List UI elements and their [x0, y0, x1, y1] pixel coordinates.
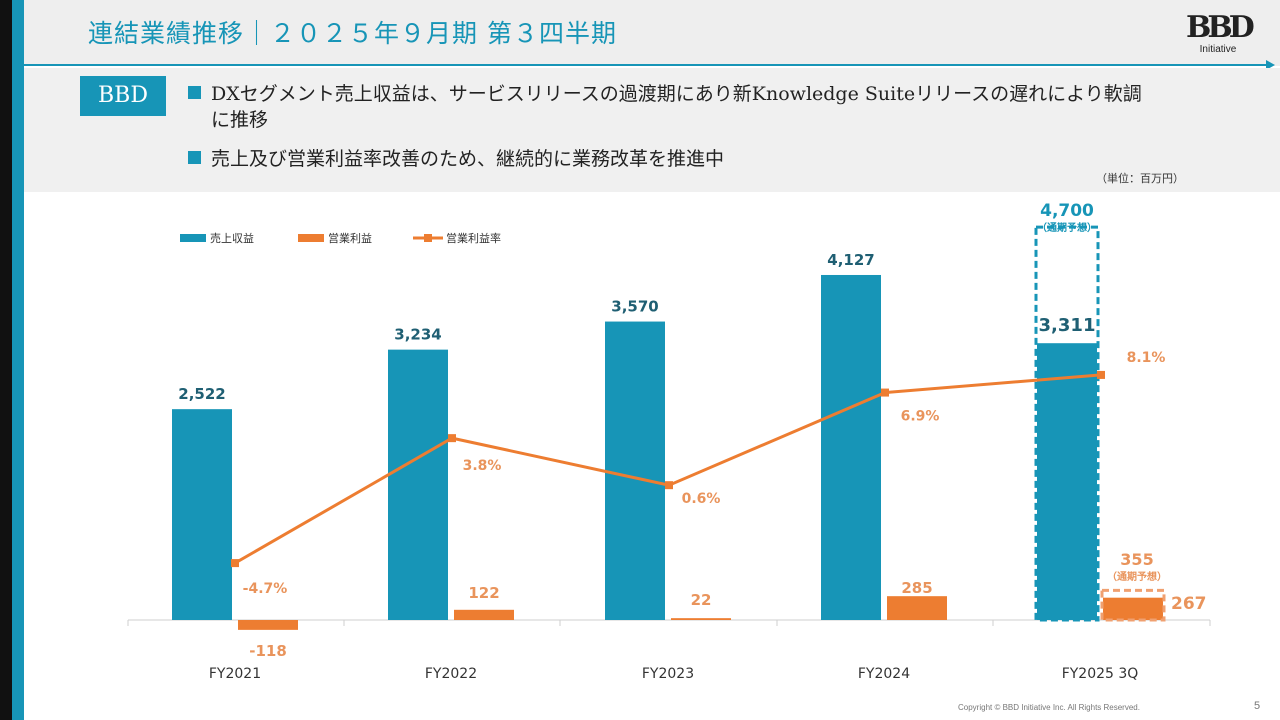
operating-profit-data-label: 267 [1171, 594, 1207, 614]
operating-profit-data-label: 285 [901, 579, 932, 597]
summary-panel [24, 68, 1280, 192]
operating-profit-forecast-note: （通期予想） [1107, 570, 1167, 583]
legend-operating-profit-swatch [298, 234, 324, 242]
revenue-bar [1037, 343, 1097, 620]
operating-profit-data-label: 122 [468, 584, 499, 602]
company-logo: BBD Initiative [1186, 10, 1255, 62]
page-number: 5 [1254, 700, 1261, 712]
revenue-data-label: 4,127 [827, 251, 874, 269]
legend-operating-margin-marker [424, 234, 432, 242]
left-accent-stripe [12, 0, 24, 720]
square-bullet-icon [188, 151, 201, 164]
operating-margin-line [234, 373, 1102, 565]
logo-text: BBD [1186, 10, 1255, 45]
x-tick-label: FY2025 3Q [1062, 666, 1139, 682]
revenue-forecast-box [1034, 225, 1100, 622]
operating-margin-point [665, 481, 673, 490]
square-bullet-icon [188, 86, 201, 99]
page-title: 連結業績推移｜２０２５年９月期 第３四半期 [88, 19, 617, 48]
operating-profit-bar [671, 618, 731, 620]
x-tick-label: FY2021 [209, 666, 261, 682]
operating-margin-point [1097, 370, 1105, 379]
divider-arrow-icon [1266, 60, 1275, 70]
revenue-bar [172, 409, 232, 620]
operating-margin-data-label: 3.8% [463, 458, 502, 474]
header-band [24, 0, 1280, 66]
operating-profit-bar [454, 609, 514, 620]
bullet-1-continuation: に推移 [211, 109, 269, 131]
logo-subtitle: Initiative [1199, 44, 1237, 55]
operating-profit-bar [887, 596, 947, 620]
revenue-forecast-label: 4,700 [1040, 201, 1094, 221]
operating-margin-data-label: 8.1% [1127, 350, 1166, 366]
legend-revenue-label: 売上収益 [210, 231, 254, 245]
x-tick-label: FY2024 [858, 666, 910, 682]
legend-operating-margin-label: 営業利益率 [446, 231, 501, 245]
copyright: Copyright © BBD Initiative Inc. All Righ… [958, 703, 1140, 712]
unit-label: （単位：百万円） [1096, 172, 1184, 185]
operating-profit-forecast-box [1100, 588, 1166, 622]
revenue-forecast-note: （通期予想） [1037, 221, 1097, 234]
revenue-data-label: 3,311 [1039, 315, 1096, 336]
operating-margin-data-label: 0.6% [682, 491, 721, 507]
summary-bullet-1: DXセグメント売上収益は、サービスリリースの過渡期にあり新Knowledge S… [188, 81, 1258, 133]
bullet-1-text: DXセグメント売上収益は、サービスリリースの過渡期にあり新Knowledge S… [211, 83, 1142, 105]
summary-bullet-2: 売上及び営業利益率改善のため、継続的に業務改革を推進中 [188, 146, 724, 172]
operating-profit-data-label: 22 [691, 591, 712, 609]
revenue-data-label: 2,522 [178, 385, 225, 403]
segment-badge: BBD [80, 76, 166, 116]
x-tick-label: FY2023 [642, 666, 694, 682]
operating-profit-bar [1103, 597, 1163, 620]
operating-margin-point [231, 559, 239, 568]
left-edge-bar [0, 0, 12, 720]
revenue-data-label: 3,570 [611, 298, 658, 316]
operating-profit-data-label: -118 [249, 642, 287, 660]
legend-revenue-swatch [180, 234, 206, 242]
header-divider [24, 64, 1270, 66]
revenue-bar [821, 274, 881, 620]
operating-profit-bar [238, 620, 298, 630]
x-tick-label: FY2022 [425, 666, 477, 682]
operating-margin-point [448, 434, 456, 443]
operating-margin-point [881, 388, 889, 397]
revenue-data-label: 3,234 [394, 326, 441, 344]
legend-operating-profit-label: 営業利益 [328, 231, 372, 245]
operating-margin-data-label: -4.7% [243, 581, 288, 597]
revenue-bar [605, 321, 665, 620]
revenue-bar [388, 349, 448, 620]
operating-margin-data-label: 6.9% [901, 409, 940, 425]
operating-profit-forecast-label: 355 [1120, 550, 1153, 569]
logo-mark: BBD [1186, 10, 1255, 45]
bullet-2-text: 売上及び営業利益率改善のため、継続的に業務改革を推進中 [211, 148, 725, 170]
